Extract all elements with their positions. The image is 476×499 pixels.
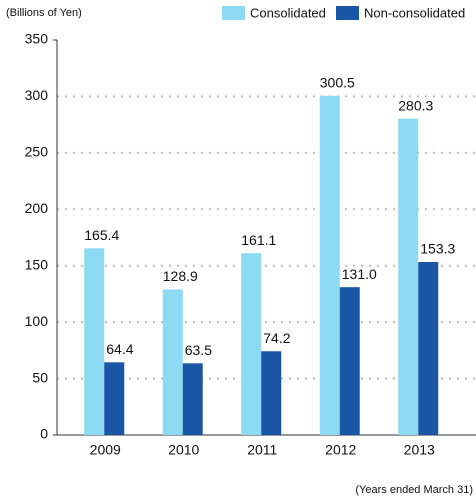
y-tick-label: 150 (25, 256, 49, 272)
value-label: 161.1 (241, 232, 276, 248)
value-label: 153.3 (420, 241, 455, 257)
y-tick-label: 50 (32, 369, 48, 385)
x-tick-label: 2009 (90, 442, 121, 458)
value-label: 74.2 (263, 330, 290, 346)
x-tick-label: 2010 (168, 442, 199, 458)
y-tick-label: 350 (25, 31, 49, 47)
value-label: 131.0 (342, 266, 377, 282)
bar (182, 363, 203, 435)
y-tick-label: 250 (25, 144, 49, 160)
y-tick-label: 300 (25, 87, 49, 103)
x-tick-label: 2011 (247, 442, 277, 458)
bar (418, 261, 439, 435)
x-tick-label: 2012 (325, 442, 356, 458)
value-label: 128.9 (163, 268, 198, 284)
legend-swatch (222, 6, 245, 20)
bar (104, 362, 125, 435)
x-axis-note: (Years ended March 31) (355, 484, 473, 496)
bar (261, 351, 282, 435)
value-label: 63.5 (185, 342, 212, 358)
legend-label: Consolidated (250, 5, 326, 20)
value-label: 64.4 (106, 341, 133, 357)
y-tick-label: 0 (40, 426, 48, 442)
value-label: 280.3 (398, 97, 433, 113)
bar (398, 118, 419, 435)
legend-swatch (336, 6, 359, 20)
y-tick-label: 100 (25, 313, 49, 329)
bar (319, 95, 340, 435)
bar (162, 289, 183, 435)
value-label: 300.5 (320, 75, 355, 91)
bar (339, 287, 360, 435)
y-tick-label: 200 (25, 200, 49, 216)
y-axis-label: (Billions of Yen) (6, 7, 82, 19)
bar (84, 248, 105, 435)
legend-label: Non-consolidated (364, 5, 465, 20)
bar (241, 253, 262, 435)
value-label: 165.4 (84, 227, 119, 243)
x-tick-label: 2013 (404, 442, 435, 458)
